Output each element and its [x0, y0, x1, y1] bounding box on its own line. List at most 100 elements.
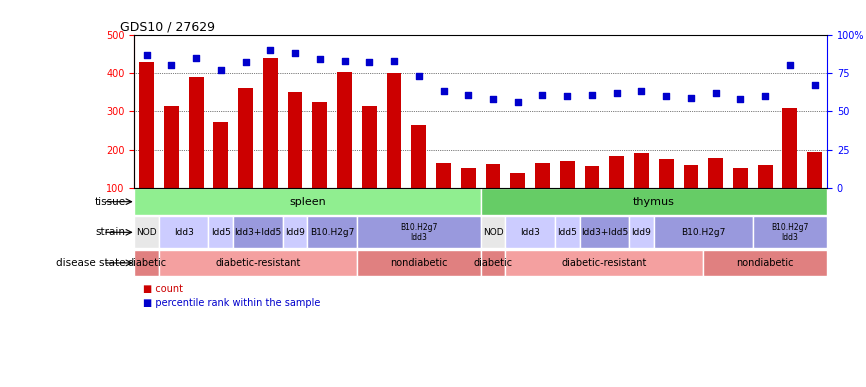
Bar	[610, 156, 624, 188]
Point	[734, 96, 747, 102]
Point	[585, 91, 599, 98]
Bar	[783, 108, 798, 188]
Text: GDS10 / 27629: GDS10 / 27629	[120, 21, 216, 34]
Text: B10.H2g7: B10.H2g7	[682, 228, 726, 237]
Bar	[486, 164, 501, 188]
Text: Idd3: Idd3	[174, 228, 194, 237]
Bar	[807, 152, 822, 188]
Text: NOD: NOD	[482, 228, 503, 237]
Point	[214, 67, 228, 73]
Point	[535, 91, 549, 98]
Text: Idd9: Idd9	[631, 228, 651, 237]
Bar	[209, 216, 233, 248]
Text: strain: strain	[95, 227, 126, 237]
Text: nondiabetic: nondiabetic	[736, 258, 794, 268]
Bar	[585, 166, 599, 188]
Bar	[559, 161, 575, 188]
Point	[436, 88, 450, 94]
Bar	[634, 154, 649, 188]
Bar	[683, 165, 698, 188]
Bar	[164, 106, 178, 188]
Bar	[139, 62, 154, 188]
Point	[783, 62, 797, 68]
Text: Idd3: Idd3	[520, 228, 540, 237]
Bar	[654, 216, 753, 248]
Point	[165, 62, 178, 68]
Bar	[461, 168, 475, 188]
Point	[610, 90, 624, 96]
Bar	[481, 216, 506, 248]
Bar	[708, 158, 723, 188]
Text: diabetic: diabetic	[474, 258, 513, 268]
Bar	[703, 250, 827, 276]
Text: diabetic-resistant: diabetic-resistant	[562, 258, 647, 268]
Point	[313, 56, 326, 62]
Bar	[481, 250, 506, 276]
Bar	[753, 216, 827, 248]
Bar	[134, 188, 481, 215]
Text: ■ count: ■ count	[143, 284, 183, 295]
Text: spleen: spleen	[289, 197, 326, 207]
Bar	[238, 87, 253, 188]
Point	[412, 73, 426, 79]
Point	[387, 58, 401, 64]
Point	[189, 55, 203, 61]
Text: Idd3+Idd5: Idd3+Idd5	[235, 228, 281, 237]
Bar	[213, 122, 229, 188]
Bar	[189, 77, 204, 188]
Text: Idd9: Idd9	[285, 228, 305, 237]
Bar	[159, 250, 357, 276]
Point	[263, 47, 277, 53]
Text: diabetic: diabetic	[127, 258, 166, 268]
Bar	[579, 216, 629, 248]
Bar	[629, 216, 654, 248]
Bar	[233, 216, 282, 248]
Bar	[733, 168, 748, 188]
Point	[684, 94, 698, 101]
Point	[338, 58, 352, 64]
Bar	[357, 250, 481, 276]
Bar	[134, 250, 159, 276]
Text: ■ percentile rank within the sample: ■ percentile rank within the sample	[143, 298, 320, 308]
Text: B10.H2g7: B10.H2g7	[310, 228, 354, 237]
Text: diabetic-resistant: diabetic-resistant	[216, 258, 301, 268]
Point	[362, 59, 376, 65]
Point	[708, 90, 722, 96]
Bar	[288, 92, 302, 188]
Text: thymus: thymus	[633, 197, 675, 207]
Bar	[313, 102, 327, 188]
Point	[808, 82, 822, 89]
Bar	[481, 188, 827, 215]
Text: disease state: disease state	[56, 258, 126, 268]
Point	[560, 93, 574, 99]
Text: Idd5: Idd5	[211, 228, 230, 237]
Point	[511, 99, 525, 105]
Bar	[510, 173, 525, 188]
Bar	[659, 159, 674, 188]
Point	[288, 50, 302, 56]
Point	[462, 91, 475, 98]
Text: nondiabetic: nondiabetic	[390, 258, 448, 268]
Text: tissue: tissue	[94, 197, 126, 207]
Bar	[506, 216, 555, 248]
Text: B10.H2g7
Idd3: B10.H2g7 Idd3	[772, 223, 809, 242]
Point	[139, 51, 153, 58]
Text: NOD: NOD	[136, 228, 157, 237]
Bar	[357, 216, 481, 248]
Text: Idd3+Idd5: Idd3+Idd5	[581, 228, 628, 237]
Bar	[535, 163, 550, 188]
Bar	[282, 216, 307, 248]
Bar	[506, 250, 703, 276]
Bar	[362, 106, 377, 188]
Bar	[386, 73, 402, 188]
Bar	[307, 216, 357, 248]
Point	[659, 93, 673, 99]
Bar	[159, 216, 209, 248]
Bar	[263, 58, 278, 188]
Bar	[436, 163, 451, 188]
Point	[635, 88, 649, 94]
Text: Idd5: Idd5	[558, 228, 577, 237]
Point	[486, 96, 500, 102]
Bar	[134, 216, 159, 248]
Bar	[411, 125, 426, 188]
